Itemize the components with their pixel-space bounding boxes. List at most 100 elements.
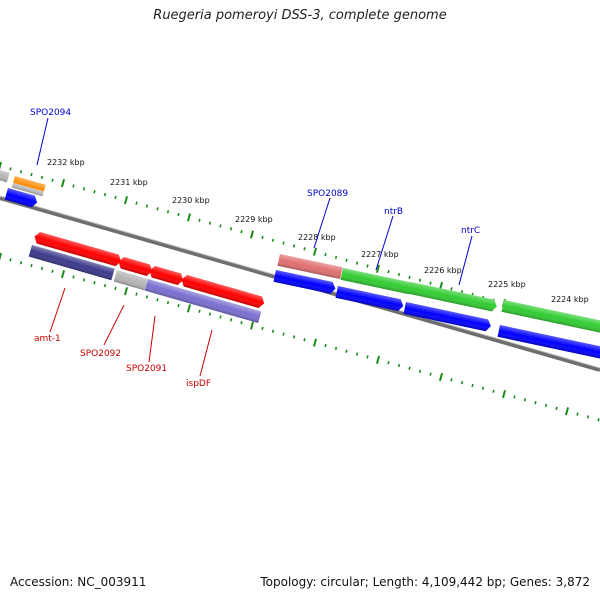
gene-label-spo2091[interactable]: SPO2091 [126, 364, 167, 374]
gene-labels-bottom: amt-1 SPO2092 SPO2091 ispDF [34, 334, 211, 389]
minor-tick [576, 412, 579, 416]
major-tick [375, 264, 381, 273]
minor-tick [597, 418, 600, 422]
minor-tick [366, 355, 369, 359]
minor-tick [103, 283, 107, 288]
major-tick [438, 372, 444, 382]
minor-tick [156, 298, 159, 302]
minor-tick [534, 400, 537, 405]
minor-tick [208, 221, 212, 225]
gene-navy-amt1[interactable] [28, 245, 115, 281]
minor-tick [229, 227, 233, 231]
minor-tick [282, 332, 285, 336]
gene-blue-right[interactable] [497, 325, 600, 360]
minor-tick [208, 312, 212, 316]
minor-tick [219, 224, 222, 228]
scale-label: 2227 kbp [361, 250, 399, 259]
minor-tick [387, 270, 390, 274]
minor-tick [240, 230, 243, 234]
minor-tick [30, 172, 33, 177]
minor-tick [135, 292, 138, 296]
label-leaders [36, 117, 473, 377]
major-tick [312, 338, 318, 347]
minor-tick [198, 309, 201, 313]
minor-tick [19, 261, 23, 265]
major-tick [0, 161, 3, 170]
gene-label-spo2089[interactable]: SPO2089 [307, 189, 348, 199]
minor-tick [471, 383, 474, 388]
gene-label-spo2094[interactable]: SPO2094 [30, 108, 71, 118]
minor-tick [555, 406, 558, 411]
minor-tick [72, 184, 75, 188]
minor-tick [303, 247, 306, 251]
minor-tick [366, 264, 369, 268]
feature-grey-left[interactable] [0, 170, 10, 183]
gene-blue-left[interactable] [4, 188, 39, 208]
gene-spo2094-orange[interactable] [11, 176, 46, 197]
minor-tick [292, 244, 296, 248]
minor-tick [586, 415, 590, 419]
minor-tick [492, 389, 495, 393]
gene-green-right[interactable] [501, 300, 600, 335]
minor-tick [450, 378, 453, 382]
minor-tick [177, 303, 180, 308]
gene-red-2[interactable] [117, 256, 154, 277]
major-tick [501, 389, 507, 399]
gene-purple-ispdf[interactable] [144, 279, 262, 324]
minor-tick [408, 366, 411, 371]
minor-tick [397, 272, 401, 277]
minor-tick [40, 175, 44, 180]
gene-blue-2[interactable] [335, 286, 405, 312]
minor-tick [345, 258, 348, 262]
reverse-strand-features [4, 188, 600, 360]
gene-red-4[interactable] [180, 274, 266, 309]
gene-ntrb-green[interactable] [340, 268, 412, 295]
minor-tick [303, 338, 306, 342]
scale-label: 2231 kbp [110, 178, 148, 187]
gene-label-spo2092[interactable]: SPO2092 [80, 349, 121, 359]
scale-label: 2226 kbp [424, 266, 462, 275]
minor-tick [93, 281, 96, 285]
major-tick [312, 247, 318, 256]
scale-label: 2224 kbp [551, 295, 589, 304]
gene-red-3[interactable] [148, 265, 185, 286]
minor-tick [460, 290, 464, 294]
minor-tick [334, 346, 338, 351]
minor-tick [450, 287, 453, 291]
major-tick [249, 230, 255, 239]
minor-tick [324, 252, 327, 257]
minor-tick [387, 361, 390, 365]
minor-tick [261, 235, 264, 240]
gene-label-ntrc[interactable]: ntrC [461, 226, 480, 236]
minor-tick [408, 275, 411, 280]
gene-blue-3[interactable] [403, 302, 493, 332]
minor-tick [523, 398, 527, 402]
minor-tick [82, 278, 86, 282]
minor-tick [145, 295, 149, 299]
major-tick [186, 304, 192, 313]
gene-blue-1[interactable] [273, 270, 337, 295]
gene-red-1[interactable] [33, 231, 123, 267]
minor-tick [229, 318, 233, 322]
minor-tick [292, 335, 296, 339]
accession-text: Accession: NC_003911 [10, 575, 147, 589]
minor-tick [72, 275, 75, 279]
major-tick [564, 407, 570, 416]
minor-tick [198, 218, 201, 222]
minor-tick [397, 363, 401, 368]
major-tick [249, 321, 255, 330]
major-tick [186, 213, 192, 222]
gene-label-ntrb[interactable]: ntrB [384, 207, 403, 217]
gene-grey-pseudo[interactable] [113, 270, 148, 291]
minor-tick [166, 301, 170, 305]
lower-scale-ticks [0, 252, 600, 422]
map-title: Ruegeria pomeroyi DSS-3, complete genome [153, 8, 447, 23]
minor-tick [103, 192, 107, 197]
scale-label: 2229 kbp [235, 215, 273, 224]
gene-ntrc-green[interactable] [408, 282, 499, 312]
gene-label-amt1[interactable]: amt-1 [34, 334, 61, 344]
gene-spo2089-salmon[interactable] [277, 253, 343, 280]
gene-label-ispdf[interactable]: ispDF [186, 379, 211, 389]
minor-tick [9, 167, 12, 171]
minor-tick [345, 349, 348, 353]
